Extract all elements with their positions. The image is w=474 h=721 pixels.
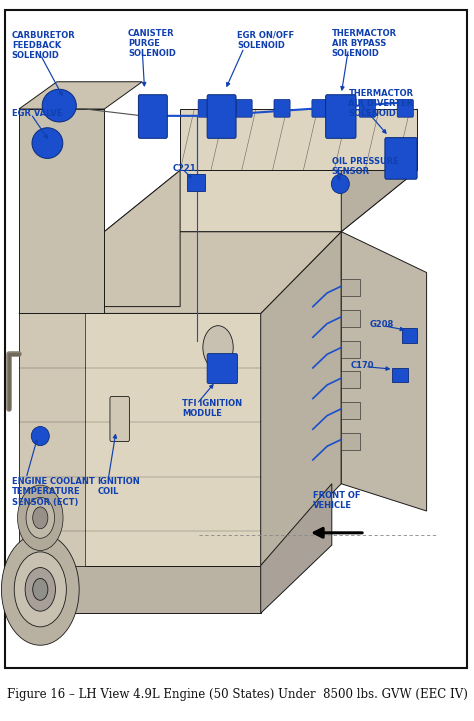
Text: EGR ON/OFF
SOLENOID: EGR ON/OFF SOLENOID	[237, 31, 294, 50]
Bar	[341, 340, 360, 358]
Polygon shape	[19, 109, 104, 314]
Polygon shape	[261, 484, 332, 613]
Text: G208: G208	[370, 320, 394, 329]
FancyBboxPatch shape	[274, 99, 290, 118]
Text: IGNITION
COIL: IGNITION COIL	[97, 477, 140, 496]
Text: CANISTER
PURGE
SOLENOID: CANISTER PURGE SOLENOID	[128, 29, 176, 58]
Ellipse shape	[32, 128, 63, 159]
Polygon shape	[19, 565, 261, 613]
FancyBboxPatch shape	[138, 94, 167, 138]
FancyBboxPatch shape	[236, 99, 252, 118]
Text: Figure 16 – LH View 4.9L Engine (50 States) Under  8500 lbs. GVW (EEC IV): Figure 16 – LH View 4.9L Engine (50 Stat…	[7, 688, 467, 701]
Polygon shape	[104, 170, 417, 231]
Circle shape	[26, 497, 55, 539]
Polygon shape	[19, 81, 142, 109]
Circle shape	[14, 552, 66, 627]
Polygon shape	[341, 231, 427, 511]
Bar	[187, 174, 205, 191]
Polygon shape	[19, 231, 341, 314]
Text: C170: C170	[351, 361, 374, 370]
Circle shape	[203, 326, 233, 369]
FancyBboxPatch shape	[397, 99, 413, 118]
Text: FRONT OF
VEHICLE: FRONT OF VEHICLE	[313, 490, 360, 510]
FancyBboxPatch shape	[385, 138, 417, 180]
Text: CARBURETOR
FEEDBACK
SOLENOID: CARBURETOR FEEDBACK SOLENOID	[12, 31, 75, 61]
Bar	[402, 328, 417, 342]
Bar	[341, 371, 360, 389]
Polygon shape	[261, 231, 341, 565]
Bar	[341, 279, 360, 296]
Text: ENGINE COOLANT
TEMPERATURE
SENSOR (ECT): ENGINE COOLANT TEMPERATURE SENSOR (ECT)	[12, 477, 95, 507]
Circle shape	[33, 578, 48, 601]
Polygon shape	[104, 170, 180, 306]
FancyBboxPatch shape	[312, 99, 328, 118]
Bar	[392, 368, 408, 381]
Bar	[341, 433, 360, 450]
FancyBboxPatch shape	[110, 397, 129, 441]
Text: THERMACTOR
AIR BYPASS
SOLENOID: THERMACTOR AIR BYPASS SOLENOID	[332, 29, 397, 58]
Text: C221: C221	[173, 164, 197, 172]
Ellipse shape	[31, 427, 49, 446]
Bar	[341, 402, 360, 419]
Circle shape	[1, 534, 79, 645]
Circle shape	[33, 507, 48, 528]
FancyBboxPatch shape	[326, 94, 356, 138]
Text: EGR VALVE: EGR VALVE	[12, 109, 63, 118]
Circle shape	[25, 567, 55, 611]
Ellipse shape	[331, 174, 349, 193]
FancyBboxPatch shape	[207, 94, 236, 138]
Ellipse shape	[42, 89, 76, 122]
Bar	[341, 310, 360, 327]
Text: THERMACTOR
AIR DIVERTER
SOLENOID: THERMACTOR AIR DIVERTER SOLENOID	[348, 89, 413, 118]
Circle shape	[18, 485, 63, 551]
Text: OIL PRESSURE
SENSOR: OIL PRESSURE SENSOR	[332, 156, 399, 176]
Polygon shape	[341, 109, 417, 231]
Polygon shape	[19, 314, 261, 565]
Text: TFI IGNITION
MODULE: TFI IGNITION MODULE	[182, 399, 243, 418]
FancyBboxPatch shape	[198, 99, 214, 118]
Polygon shape	[180, 109, 417, 170]
FancyBboxPatch shape	[207, 353, 237, 384]
FancyBboxPatch shape	[359, 99, 375, 118]
Polygon shape	[19, 314, 85, 565]
